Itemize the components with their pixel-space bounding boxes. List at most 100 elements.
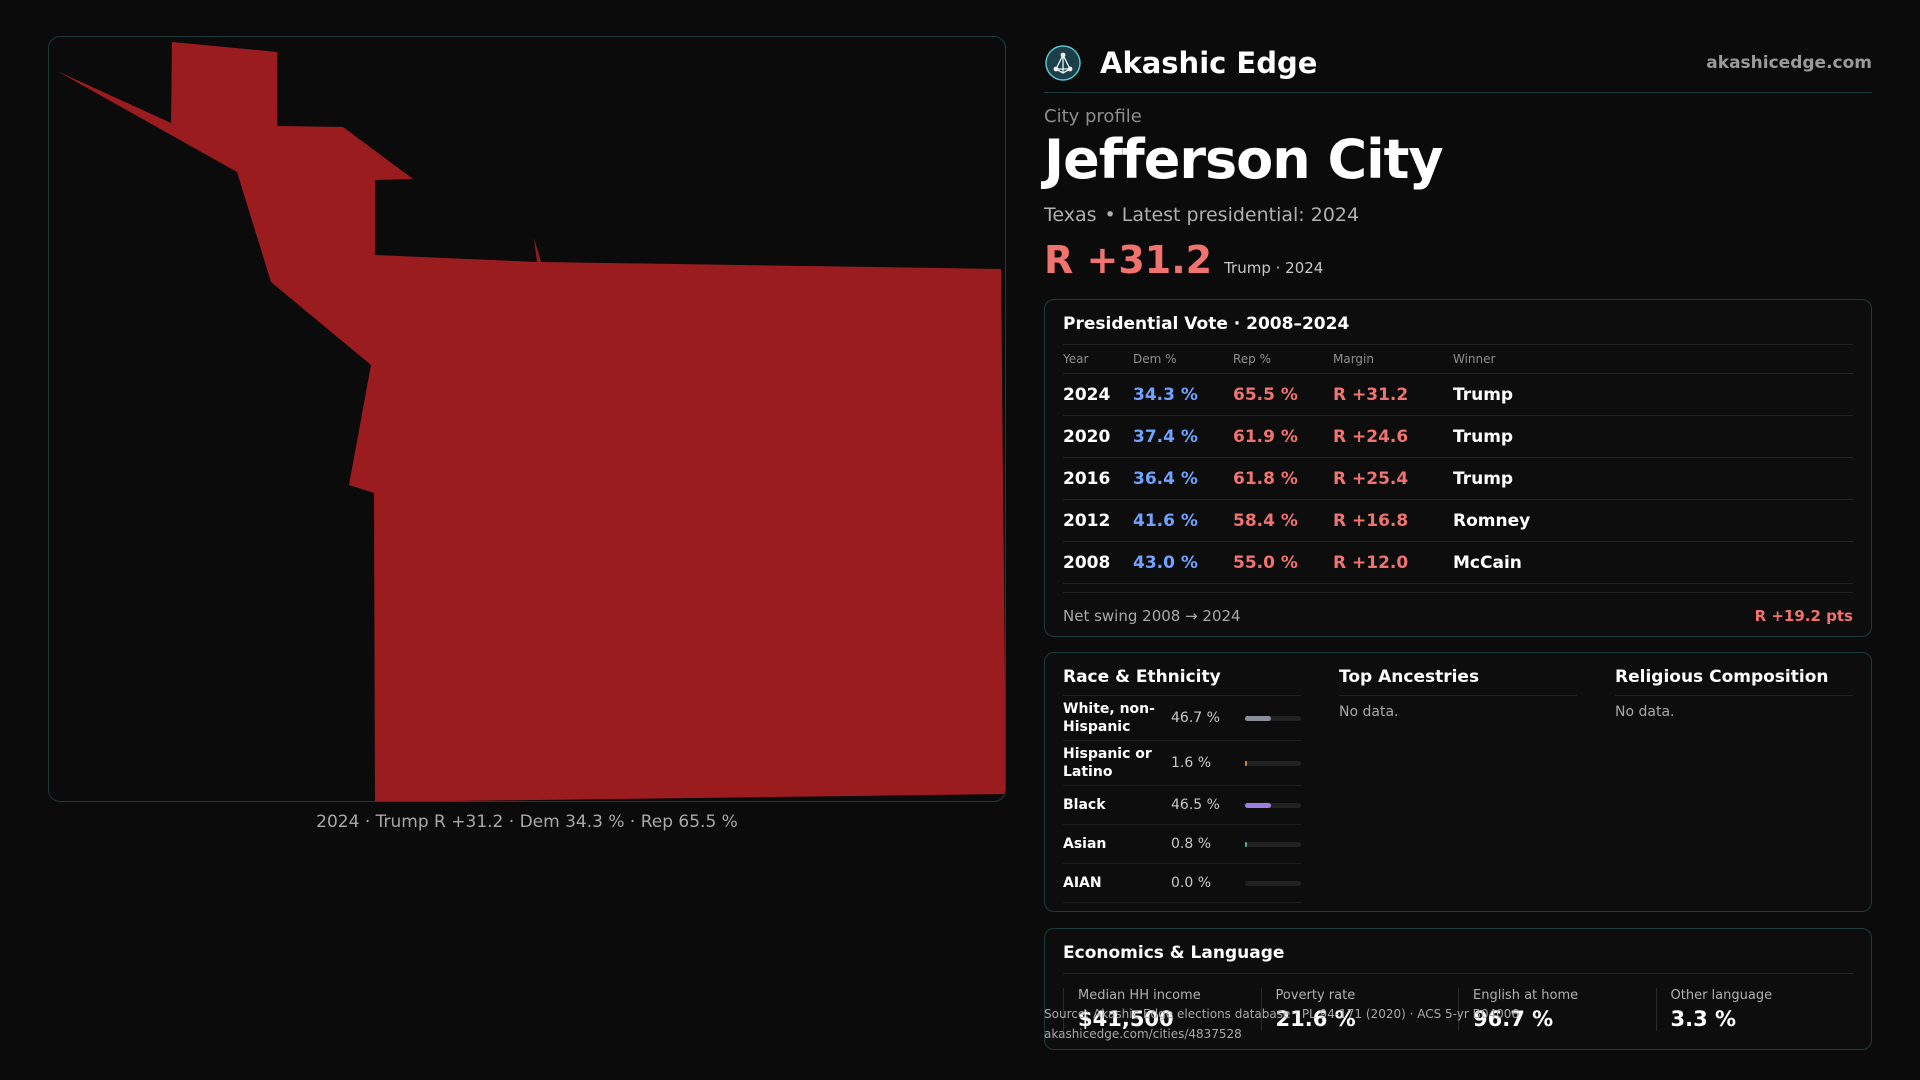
site-link[interactable]: akashicedge.com: [1706, 53, 1872, 73]
brand-name: Akashic Edge: [1100, 46, 1318, 80]
race-row: Asian 0.8 %: [1063, 825, 1301, 864]
col-margin: Margin: [1333, 345, 1453, 374]
cell-dem: 37.4 %: [1133, 415, 1233, 458]
cell-year: 2012: [1063, 499, 1133, 542]
cell-rep: 58.4 %: [1233, 499, 1333, 542]
map-caption: 2024 · Trump R +31.2 · Dem 34.3 % · Rep …: [316, 812, 738, 832]
econ-value: 96.7 %: [1473, 1007, 1554, 1031]
race-bar: [1245, 760, 1301, 766]
net-swing: Net swing 2008 → 2024 R +19.2 pts: [1063, 592, 1853, 639]
religion-section: Religious Composition No data.: [1615, 653, 1853, 903]
econ-label: Median HH income: [1078, 988, 1201, 1003]
headline-margin: R +31.2 Trump · 2024: [1044, 238, 1872, 282]
economics-grid: Median HH income $41,500 Poverty rate 21…: [1063, 988, 1853, 1031]
econ-other-language: Other language 3.3 %: [1655, 988, 1854, 1031]
econ-english: English at home 96.7 %: [1458, 988, 1656, 1031]
econ-value: 3.3 %: [1670, 1007, 1737, 1031]
city-boundary-shape: [57, 42, 1005, 801]
cell-rep: 55.0 %: [1233, 541, 1333, 584]
economics-card: Economics & Language Median HH income $4…: [1044, 928, 1872, 1050]
econ-label: Other language: [1670, 988, 1773, 1003]
race-bar: [1245, 715, 1301, 721]
econ-label: English at home: [1473, 988, 1579, 1003]
religion-title: Religious Composition: [1615, 653, 1853, 696]
race-pct: 0.0 %: [1171, 875, 1212, 891]
page-eyebrow: City profile: [1044, 106, 1142, 127]
race-title: Race & Ethnicity: [1063, 653, 1301, 696]
cell-winner: McCain: [1453, 541, 1853, 584]
cell-margin: R +12.0: [1333, 541, 1453, 584]
cell-dem: 41.6 %: [1133, 499, 1233, 542]
economics-title: Economics & Language: [1063, 929, 1853, 974]
cell-margin: R +31.2: [1333, 373, 1453, 416]
app-header: Akashic Edge akashicedge.com: [1044, 34, 1872, 93]
network-circle-icon: [1044, 44, 1082, 82]
race-bar: [1245, 880, 1301, 886]
race-label: White, non-Hispanic: [1063, 701, 1155, 735]
race-pct: 46.5 %: [1171, 797, 1220, 813]
race-bar-fill: [1245, 841, 1247, 847]
race-bar: [1245, 802, 1301, 808]
cell-year: 2016: [1063, 457, 1133, 500]
cell-margin: R +24.6: [1333, 415, 1453, 458]
econ-label: Poverty rate: [1275, 988, 1356, 1003]
net-swing-value: R +19.2 pts: [1754, 607, 1853, 625]
source-footer: Source: Akashic Edge elections database …: [1044, 1004, 1519, 1044]
race-label: Asian: [1063, 836, 1107, 852]
cell-dem: 34.3 %: [1133, 373, 1233, 416]
demographics-card: Race & Ethnicity White, non-Hispanic 46.7…: [1044, 652, 1872, 912]
cell-winner: Romney: [1453, 499, 1853, 542]
cell-year: 2020: [1063, 415, 1133, 458]
col-year: Year: [1063, 345, 1133, 374]
race-bar-fill: [1245, 802, 1272, 808]
race-list: White, non-Hispanic 46.7 % Hispanic or Lat…: [1063, 696, 1301, 903]
race-bar-fill: [1245, 760, 1247, 766]
source-url[interactable]: akashicedge.com/cities/4837528: [1044, 1027, 1242, 1041]
vote-table: Year Dem % Rep % Margin Winner 2024 34.3…: [1063, 345, 1853, 584]
ancestries-title: Top Ancestries: [1339, 653, 1577, 696]
page-subtitle: Texas • Latest presidential: 2024: [1044, 204, 1872, 226]
table-row: 2020 37.4 % 61.9 % R +24.6 Trump: [1063, 415, 1853, 458]
brand[interactable]: Akashic Edge: [1044, 44, 1317, 82]
latest-election: • Latest presidential: 2024: [1104, 204, 1360, 226]
margin-value: R +31.2: [1044, 238, 1213, 282]
table-row: 2008 43.0 % 55.0 % R +12.0 McCain: [1063, 541, 1853, 584]
city-map: [48, 36, 1006, 802]
ancestries-section: Top Ancestries No data.: [1339, 653, 1577, 903]
cell-winner: Trump: [1453, 457, 1853, 500]
net-swing-label: Net swing 2008 → 2024: [1063, 607, 1241, 625]
cell-year: 2008: [1063, 541, 1133, 584]
cell-rep: 61.9 %: [1233, 415, 1333, 458]
cell-dem: 36.4 %: [1133, 457, 1233, 500]
cell-margin: R +16.8: [1333, 499, 1453, 542]
col-rep: Rep %: [1233, 345, 1333, 374]
vote-table-header: Year Dem % Rep % Margin Winner: [1063, 345, 1853, 374]
econ-value: 21.6 %: [1275, 1007, 1356, 1031]
race-bar-fill: [1245, 715, 1272, 721]
cell-dem: 43.0 %: [1133, 541, 1233, 584]
race-row: Black 46.5 %: [1063, 786, 1301, 825]
race-label: Hispanic or Latino: [1063, 746, 1152, 780]
cell-rep: 61.8 %: [1233, 457, 1333, 500]
race-label: Black: [1063, 797, 1106, 813]
race-pct: 0.8 %: [1171, 836, 1212, 852]
col-dem: Dem %: [1133, 345, 1233, 374]
race-pct: 1.6 %: [1171, 755, 1212, 771]
presidential-vote-card: Presidential Vote · 2008–2024 Year Dem %…: [1044, 299, 1872, 637]
race-row: White, non-Hispanic 46.7 %: [1063, 696, 1301, 741]
table-row: 2016 36.4 % 61.8 % R +25.4 Trump: [1063, 457, 1853, 500]
race-ethnicity-section: Race & Ethnicity White, non-Hispanic 46.7…: [1063, 653, 1301, 903]
race-row: Hispanic or Latino 1.6 %: [1063, 741, 1301, 786]
race-label: AIAN: [1063, 875, 1102, 891]
race-bar: [1245, 841, 1301, 847]
religion-empty: No data.: [1615, 704, 1675, 720]
cell-year: 2024: [1063, 373, 1133, 416]
state-name: Texas: [1044, 204, 1097, 226]
page-title: Jefferson City: [1044, 128, 1444, 191]
source-text: Source: Akashic Edge elections database …: [1044, 1007, 1520, 1021]
econ-poverty: Poverty rate 21.6 %: [1260, 988, 1459, 1031]
cell-winner: Trump: [1453, 373, 1853, 416]
cell-rep: 65.5 %: [1233, 373, 1333, 416]
econ-income: Median HH income $41,500: [1063, 988, 1261, 1031]
table-row: 2024 34.3 % 65.5 % R +31.2 Trump: [1063, 373, 1853, 416]
